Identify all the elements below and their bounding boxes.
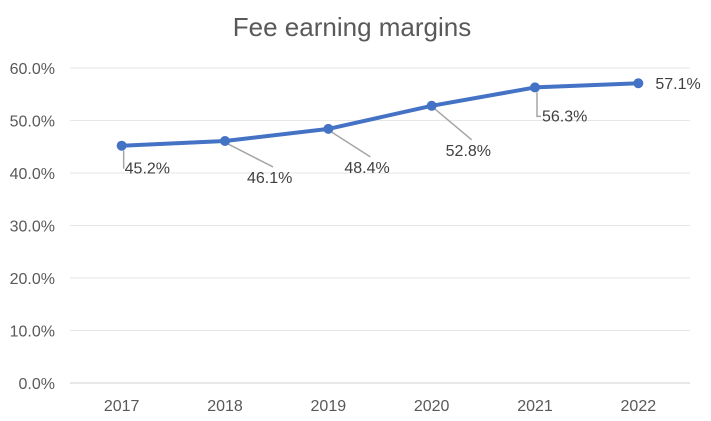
y-tick-label: 0.0% — [19, 376, 55, 393]
data-point — [426, 100, 437, 111]
y-tick-label: 50.0% — [10, 114, 55, 131]
y-tick-label: 40.0% — [10, 166, 55, 183]
data-labels: 45.2% 46.1% 48.4% 52.8% 56.3% 57.1% — [125, 76, 701, 187]
data-point — [633, 78, 644, 89]
data-label: 45.2% — [125, 161, 170, 178]
x-tick-label: 2017 — [104, 398, 140, 415]
data-point — [323, 123, 334, 134]
series-line — [119, 81, 641, 148]
leader-line — [536, 92, 541, 118]
data-point — [530, 82, 540, 93]
leader-line — [330, 131, 371, 158]
y-tick-label: 10.0% — [10, 324, 55, 341]
x-tick-label: 2019 — [311, 398, 347, 415]
x-axis-ticks: 2017 2018 2019 2020 2021 2022 — [104, 398, 656, 415]
gridlines — [70, 67, 690, 384]
data-label: 48.4% — [344, 160, 389, 177]
y-tick-label: 30.0% — [10, 219, 55, 236]
x-tick-label: 2020 — [414, 398, 450, 415]
data-point — [220, 135, 230, 146]
leader-lines — [122, 92, 541, 169]
data-label: 46.1% — [247, 170, 292, 187]
x-tick-label: 2022 — [621, 398, 657, 415]
y-tick-label: 60.0% — [10, 61, 55, 78]
series-group — [116, 78, 644, 151]
leader-line — [227, 143, 274, 168]
data-label: 57.1% — [655, 76, 700, 93]
data-label: 56.3% — [542, 108, 587, 125]
x-tick-label: 2021 — [517, 398, 553, 415]
chart-title: Fee earning margins — [233, 12, 471, 42]
y-tick-label: 20.0% — [10, 271, 55, 288]
data-label: 52.8% — [446, 143, 491, 160]
x-tick-label: 2018 — [207, 398, 243, 415]
leader-line — [434, 108, 473, 141]
y-axis-ticks: 0.0% 10.0% 20.0% 30.0% 40.0% 50.0% 60.0% — [10, 61, 55, 393]
data-point — [116, 140, 127, 151]
